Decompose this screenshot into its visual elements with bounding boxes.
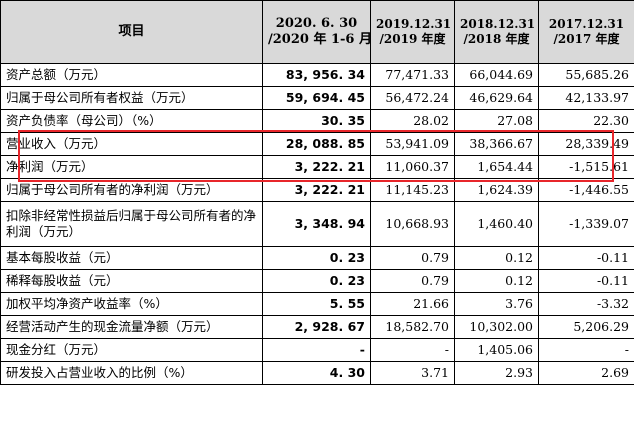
header-col-period: /2017 年度 <box>553 32 620 46</box>
cell-2019: 53,941.09 <box>370 132 455 156</box>
row-label: 营业收入（万元） <box>0 132 263 156</box>
cell-2020h1: 0. 23 <box>262 269 371 293</box>
row-label: 归属于母公司所有者权益（万元） <box>0 86 263 110</box>
cell-2017: 55,685.26 <box>538 63 634 87</box>
cell-2017: -1,515.61 <box>538 155 634 179</box>
cell-2019: 0.79 <box>370 269 455 293</box>
header-col-date: 2019.12.31 <box>376 17 452 31</box>
row-label: 资产负债率（母公司）（%） <box>0 109 263 133</box>
table-header: 项目 2020. 6. 30 /2020 年 1-6 月 2019.12.31 … <box>0 0 634 64</box>
cell-2018: 27.08 <box>454 109 539 133</box>
row-label: 加权平均净资产收益率（%） <box>0 292 263 316</box>
header-col-date: 2020. 6. 30 <box>275 15 358 31</box>
table-row: 加权平均净资产收益率（%） 5. 55 21.66 3.76 -3.32 <box>0 292 634 316</box>
table-row-highlighted: 营业收入（万元） 28, 088. 85 53,941.09 38,366.67… <box>0 132 634 156</box>
table-row: 扣除非经常性损益后归属于母公司所有者的净利润（万元） 3, 348. 94 10… <box>0 201 634 247</box>
cell-2020h1: 3, 222. 21 <box>262 155 371 179</box>
table-row: 经营活动产生的现金流量净额（万元） 2, 928. 67 18,582.70 1… <box>0 315 634 339</box>
cell-2019: 21.66 <box>370 292 455 316</box>
header-col-period: /2019 年度 <box>379 32 446 46</box>
cell-2019: 77,471.33 <box>370 63 455 87</box>
row-label: 资产总额（万元） <box>0 63 263 87</box>
header-col-period: /2018 年度 <box>463 32 530 46</box>
cell-2018: 1,624.39 <box>454 178 539 202</box>
table-row: 现金分红（万元） - - 1,405.06 - <box>0 338 634 362</box>
cell-2020h1: 0. 23 <box>262 246 371 270</box>
table-row: 归属于母公司所有者权益（万元） 59, 694. 45 56,472.24 46… <box>0 86 634 110</box>
row-label: 净利润（万元） <box>0 155 263 179</box>
cell-2019: 28.02 <box>370 109 455 133</box>
table-body: 资产总额（万元） 83, 956. 34 77,471.33 66,044.69… <box>0 63 634 385</box>
row-label: 研发投入占营业收入的比例（%） <box>0 361 263 385</box>
cell-2017: -1,446.55 <box>538 178 634 202</box>
row-label: 基本每股收益（元） <box>0 246 263 270</box>
row-label: 稀释每股收益（元） <box>0 269 263 293</box>
cell-2020h1: 4. 30 <box>262 361 371 385</box>
header-col-period: /2020 年 1-6 月 <box>268 32 371 47</box>
cell-2017: -1,339.07 <box>538 201 634 247</box>
cell-2019: - <box>370 338 455 362</box>
table-row: 基本每股收益（元） 0. 23 0.79 0.12 -0.11 <box>0 246 634 270</box>
header-row: 项目 2020. 6. 30 /2020 年 1-6 月 2019.12.31 … <box>0 0 634 64</box>
cell-2020h1: 3, 348. 94 <box>262 201 371 247</box>
cell-2018: 46,629.64 <box>454 86 539 110</box>
table-row: 稀释每股收益（元） 0. 23 0.79 0.12 -0.11 <box>0 269 634 293</box>
cell-2017: -0.11 <box>538 246 634 270</box>
cell-2018: 1,460.40 <box>454 201 539 247</box>
cell-2019: 11,145.23 <box>370 178 455 202</box>
cell-2019: 18,582.70 <box>370 315 455 339</box>
header-col-date: 2017.12.31 <box>548 17 625 31</box>
row-label: 扣除非经常性损益后归属于母公司所有者的净利润（万元） <box>0 201 263 247</box>
financial-summary-table: 项目 2020. 6. 30 /2020 年 1-6 月 2019.12.31 … <box>0 0 634 385</box>
cell-2017: 42,133.97 <box>538 86 634 110</box>
cell-2019: 11,060.37 <box>370 155 455 179</box>
cell-2018: 1,405.06 <box>454 338 539 362</box>
cell-2020h1: 5. 55 <box>262 292 371 316</box>
cell-2019: 10,668.93 <box>370 201 455 247</box>
cell-2018: 1,654.44 <box>454 155 539 179</box>
table-row: 归属于母公司所有者的净利润（万元） 3, 222. 21 11,145.23 1… <box>0 178 634 202</box>
cell-2019: 56,472.24 <box>370 86 455 110</box>
cell-2018: 10,302.00 <box>454 315 539 339</box>
header-col-2018: 2018.12.31 /2018 年度 <box>454 0 539 64</box>
cell-2017: 28,339.49 <box>538 132 634 156</box>
cell-2020h1: 3, 222. 21 <box>262 178 371 202</box>
table-row: 资产负债率（母公司）（%） 30. 35 28.02 27.08 22.30 <box>0 109 634 133</box>
table-row: 资产总额（万元） 83, 956. 34 77,471.33 66,044.69… <box>0 63 634 87</box>
cell-2018: 38,366.67 <box>454 132 539 156</box>
row-label: 现金分红（万元） <box>0 338 263 362</box>
cell-2017: 2.69 <box>538 361 634 385</box>
cell-2017: 5,206.29 <box>538 315 634 339</box>
cell-2019: 3.71 <box>370 361 455 385</box>
table-row-highlighted: 净利润（万元） 3, 222. 21 11,060.37 1,654.44 -1… <box>0 155 634 179</box>
cell-2020h1: 59, 694. 45 <box>262 86 371 110</box>
cell-2020h1: 2, 928. 67 <box>262 315 371 339</box>
table-row: 研发投入占营业收入的比例（%） 4. 30 3.71 2.93 2.69 <box>0 361 634 385</box>
cell-2017: 22.30 <box>538 109 634 133</box>
header-item: 项目 <box>0 0 263 64</box>
cell-2017: -0.11 <box>538 269 634 293</box>
header-col-2020h1: 2020. 6. 30 /2020 年 1-6 月 <box>262 0 371 64</box>
cell-2018: 66,044.69 <box>454 63 539 87</box>
row-label: 归属于母公司所有者的净利润（万元） <box>0 178 263 202</box>
cell-2018: 3.76 <box>454 292 539 316</box>
cell-2020h1: 30. 35 <box>262 109 371 133</box>
cell-2019: 0.79 <box>370 246 455 270</box>
header-col-2017: 2017.12.31 /2017 年度 <box>538 0 634 64</box>
cell-2017: -3.32 <box>538 292 634 316</box>
cell-2018: 2.93 <box>454 361 539 385</box>
row-label: 经营活动产生的现金流量净额（万元） <box>0 315 263 339</box>
cell-2020h1: - <box>262 338 371 362</box>
cell-2020h1: 28, 088. 85 <box>262 132 371 156</box>
cell-2018: 0.12 <box>454 269 539 293</box>
cell-2017: - <box>538 338 634 362</box>
header-col-date: 2018.12.31 <box>460 17 536 31</box>
cell-2020h1: 83, 956. 34 <box>262 63 371 87</box>
header-col-2019: 2019.12.31 /2019 年度 <box>370 0 455 64</box>
cell-2018: 0.12 <box>454 246 539 270</box>
